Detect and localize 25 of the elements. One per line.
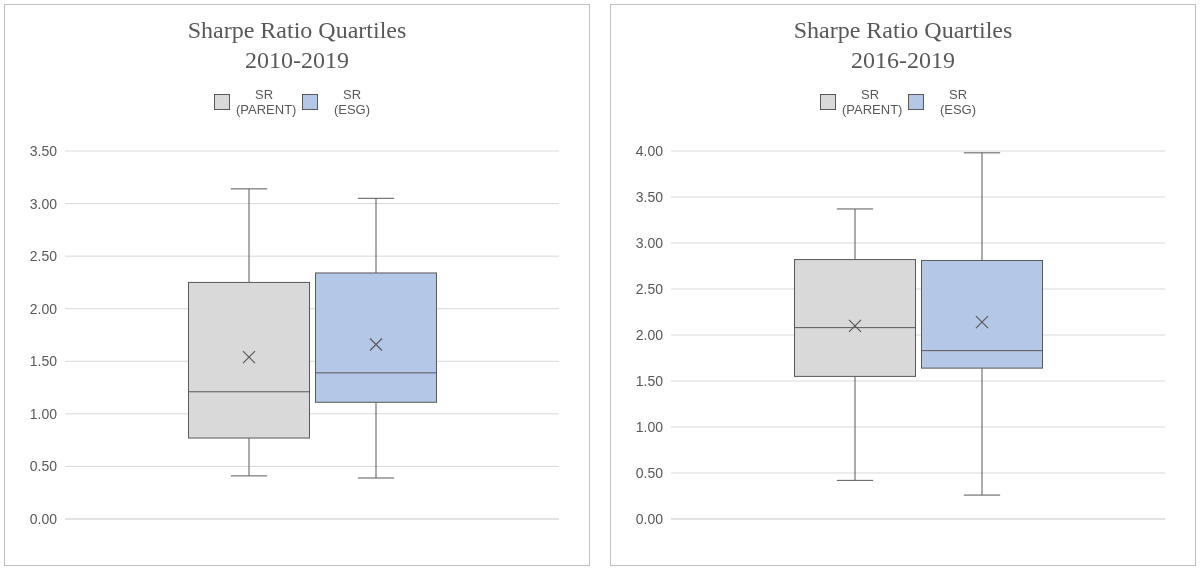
y-tick-label: 0.00 — [635, 510, 664, 527]
y-tick-label: 0.50 — [635, 464, 664, 481]
y-tick-label: 1.00 — [29, 405, 58, 422]
y-tick-label: 2.50 — [635, 280, 664, 297]
chart-title: Sharpe Ratio Quartiles — [792, 16, 1014, 45]
y-tick-label: 2.00 — [635, 326, 664, 343]
chart-title: Sharpe Ratio Quartiles — [186, 16, 408, 45]
legend-label: SR (PARENT) — [842, 87, 903, 117]
y-tick-label: 0.00 — [29, 510, 58, 527]
y-tick-label: 3.50 — [635, 188, 664, 205]
chart-subtitle: 2016-2019 — [850, 46, 956, 75]
legend-label: SR (ESG) — [938, 87, 978, 117]
y-tick-label: 3.00 — [635, 234, 664, 251]
y-tick-label: 3.50 — [29, 142, 58, 159]
chart-subtitle: 2010-2019 — [244, 46, 350, 75]
y-tick-label: 1.50 — [29, 353, 58, 370]
y-tick-label: 0.50 — [29, 458, 58, 475]
y-tick-label: 1.50 — [635, 372, 664, 389]
legend-label: SR (PARENT) — [236, 87, 297, 117]
y-tick-label: 3.00 — [29, 195, 58, 212]
y-tick-label: 1.00 — [635, 418, 664, 435]
y-tick-label: 2.00 — [29, 300, 58, 317]
y-tick-label: 2.50 — [29, 248, 58, 265]
y-tick-label: 4.00 — [635, 142, 664, 159]
legend-label: SR (ESG) — [332, 87, 372, 117]
